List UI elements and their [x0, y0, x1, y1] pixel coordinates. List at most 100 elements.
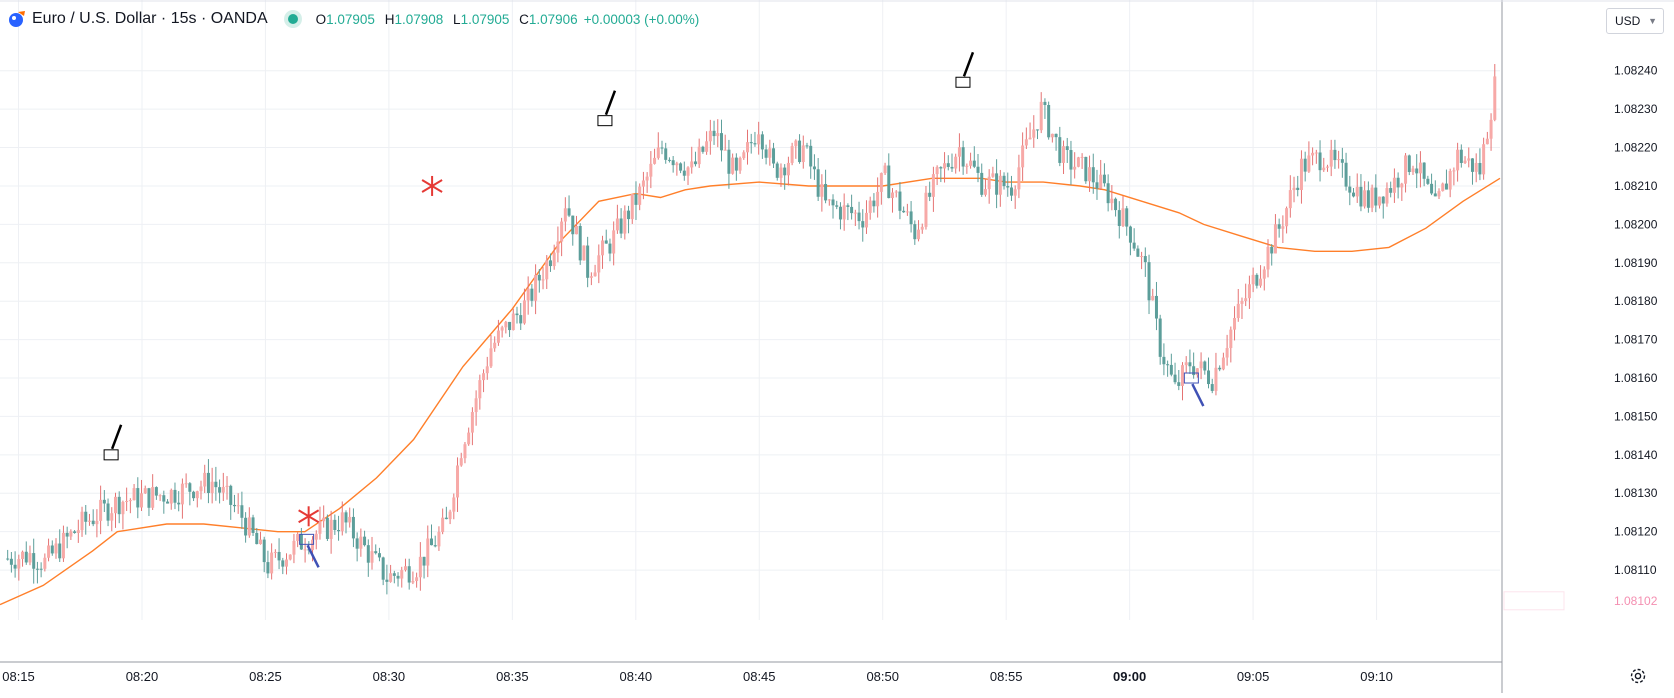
candle — [76, 519, 80, 543]
candle — [891, 188, 895, 213]
candle — [574, 215, 578, 235]
candle — [162, 490, 166, 514]
candle — [1065, 137, 1069, 163]
candle — [615, 204, 619, 234]
candle — [470, 407, 474, 446]
candle — [169, 488, 173, 510]
candle — [1348, 175, 1352, 206]
candle — [1352, 188, 1356, 198]
candle — [1277, 218, 1281, 238]
time-tick-label: 09:00 — [1113, 669, 1146, 684]
candle — [1485, 131, 1489, 145]
candle — [530, 284, 534, 307]
candle — [1017, 154, 1021, 199]
candle — [73, 530, 77, 534]
candle — [221, 472, 225, 502]
gear-icon[interactable] — [1628, 666, 1648, 686]
candle — [1418, 151, 1422, 188]
candle — [1262, 266, 1266, 291]
candle — [32, 538, 36, 584]
candle — [1437, 188, 1441, 200]
candle — [1374, 174, 1378, 213]
candle — [377, 547, 381, 562]
price-tick-label: 1.08110 — [1614, 563, 1657, 577]
candle — [128, 498, 132, 514]
candle — [1333, 139, 1337, 169]
candle — [679, 162, 683, 174]
candle — [1162, 343, 1166, 376]
candle — [943, 152, 947, 183]
candle — [288, 554, 292, 561]
candle — [110, 507, 114, 532]
candle — [177, 491, 181, 512]
candle — [1032, 115, 1036, 148]
candle — [980, 163, 984, 197]
candle — [541, 267, 545, 290]
candle — [1270, 244, 1274, 266]
candle — [641, 171, 645, 200]
price-tick-label: 1.08240 — [1614, 64, 1658, 78]
candle — [1006, 172, 1010, 197]
candle — [1080, 153, 1084, 169]
candle — [303, 538, 307, 563]
candle — [1147, 254, 1151, 315]
candle — [1273, 214, 1277, 254]
candle — [838, 202, 842, 230]
candle — [236, 493, 240, 514]
candle — [1028, 122, 1032, 140]
candle — [69, 529, 73, 541]
candle — [861, 209, 865, 242]
candle — [482, 369, 486, 393]
candle — [54, 538, 58, 559]
candle — [370, 536, 374, 570]
market-status-dot-icon — [287, 14, 298, 24]
candle — [950, 153, 954, 172]
time-tick-label: 08:50 — [866, 669, 899, 684]
candle — [1151, 288, 1155, 301]
candle — [608, 238, 612, 262]
candle — [329, 510, 333, 554]
candle — [753, 131, 757, 147]
candle — [723, 134, 727, 151]
candle — [1259, 265, 1263, 288]
candle — [746, 129, 750, 165]
candle — [496, 319, 500, 346]
candle — [28, 545, 32, 566]
price-tick-label: 1.08210 — [1614, 179, 1658, 193]
candle — [1214, 352, 1218, 396]
candle — [337, 515, 341, 541]
price-tick-label: 1.08140 — [1614, 448, 1658, 462]
candle — [801, 135, 805, 169]
candle — [545, 255, 549, 290]
moving-average-line — [0, 177, 1501, 606]
candle — [1024, 127, 1028, 150]
high-label: H — [384, 11, 395, 27]
candle — [511, 308, 515, 331]
candle — [905, 203, 909, 216]
candle — [99, 485, 103, 535]
candle — [649, 151, 653, 189]
candle — [1073, 152, 1077, 179]
candle — [928, 181, 932, 202]
currency-selector[interactable]: USD ▼ — [1606, 8, 1664, 34]
candle — [314, 530, 318, 550]
annotation-box — [955, 51, 975, 88]
candle — [1322, 157, 1326, 172]
candle — [1128, 225, 1132, 256]
annotation-cross — [421, 175, 443, 196]
candle — [534, 264, 538, 315]
price-tick-label: 1.08200 — [1614, 217, 1658, 231]
candle — [459, 452, 463, 467]
candle — [1188, 349, 1192, 374]
candle — [1422, 162, 1426, 187]
symbol-title[interactable]: Euro / U.S. Dollar · 15s · OANDA — [32, 10, 268, 27]
candle — [946, 155, 950, 171]
candle — [344, 510, 348, 534]
candle — [151, 474, 155, 511]
candle — [824, 169, 828, 204]
candle — [716, 119, 720, 148]
candle — [292, 533, 296, 564]
candle — [232, 494, 236, 513]
